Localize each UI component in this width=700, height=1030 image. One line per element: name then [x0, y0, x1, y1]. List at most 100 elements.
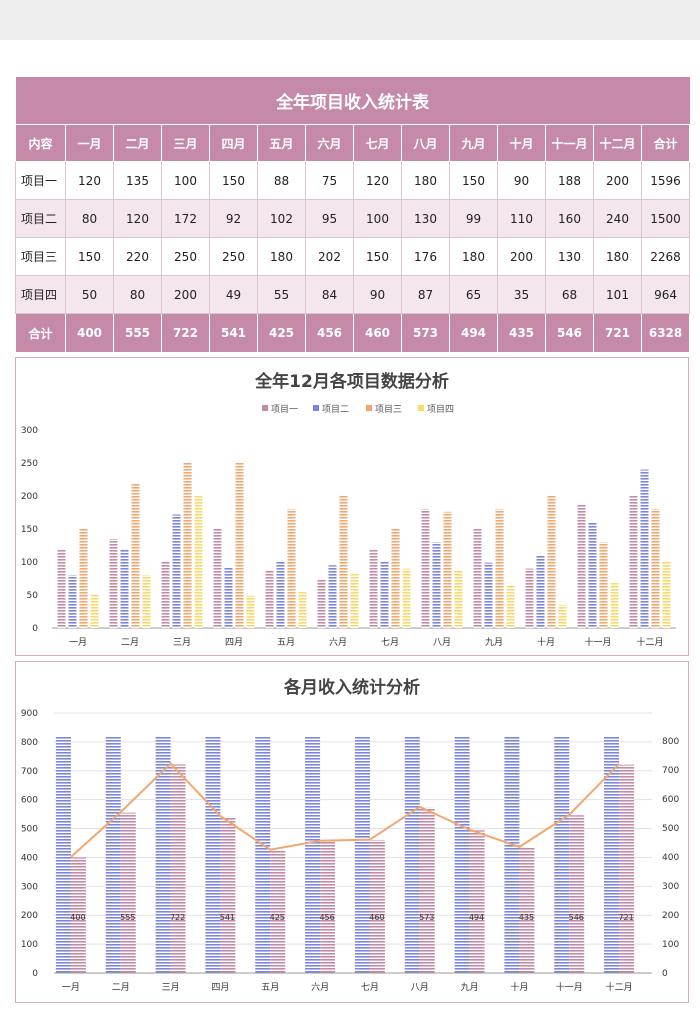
bar — [577, 503, 586, 628]
total-cell: 541 — [209, 313, 258, 353]
bar — [120, 548, 129, 628]
table-cell: 150 — [353, 237, 402, 276]
table-cell: 90 — [497, 161, 546, 200]
total-cell: 435 — [497, 313, 546, 353]
total-cell: 546 — [545, 313, 594, 353]
table-cell: 100 — [353, 199, 402, 238]
bar — [604, 736, 620, 973]
bar — [506, 585, 515, 628]
bar — [276, 560, 285, 628]
x-tick-label: 一月 — [62, 982, 80, 993]
bar — [183, 463, 192, 628]
bar — [320, 841, 336, 973]
y-tick-label: 400 — [21, 853, 38, 863]
table-header-row: 内容 一月 二月 三月 四月 五月 六月 七月 八月 九月 十月 十一月 十二月 合计 — [15, 124, 691, 162]
y2-tick-label: 400 — [662, 853, 679, 863]
bar — [235, 463, 244, 628]
y-tick-label: 0 — [32, 969, 38, 979]
bar — [554, 736, 570, 973]
bar — [380, 562, 389, 628]
bar — [224, 567, 233, 628]
x-tick-label: 十一月 — [584, 636, 611, 648]
bar — [519, 847, 535, 973]
x-tick-label: 十一月 — [556, 981, 583, 993]
x-tick-label: 六月 — [311, 981, 329, 993]
y2-tick-label: 700 — [662, 766, 679, 776]
data-label: 721 — [618, 913, 633, 922]
table-cell: 101 — [593, 275, 642, 314]
bar — [640, 469, 649, 628]
total-cell: 6328 — [640, 313, 691, 353]
bar — [55, 736, 71, 973]
data-label: 425 — [270, 913, 285, 922]
bar — [610, 583, 619, 628]
data-label: 460 — [369, 913, 384, 922]
table-row: 项目三 150 220 250 250 180 202 150 176 180 200 130 180 2… — [15, 237, 691, 276]
x-tick-label: 十二月 — [606, 981, 633, 993]
chart-title: 各月收入统计分析 — [283, 677, 420, 698]
bar — [270, 850, 286, 973]
bar — [473, 529, 482, 628]
header-cell: 六月 — [305, 124, 354, 162]
bar — [265, 569, 274, 628]
bar — [443, 511, 452, 628]
table-cell: 49 — [209, 275, 258, 314]
bar — [328, 565, 337, 628]
table-cell: 88 — [257, 161, 306, 200]
bar — [454, 570, 463, 628]
header-cell: 五月 — [257, 124, 306, 162]
header-cell: 三月 — [161, 124, 210, 162]
x-tick-label: 九月 — [485, 637, 503, 648]
total-cell: 456 — [305, 313, 354, 353]
x-tick-label: 七月 — [381, 637, 399, 648]
table-cell: 160 — [545, 199, 594, 238]
y-tick-label: 200 — [21, 492, 38, 502]
total-cell: 555 — [113, 313, 162, 353]
x-tick-label: 一月 — [69, 637, 87, 648]
bar — [70, 857, 86, 973]
monthly-income-chart: 各月收入统计分析 0 100 200 300 400 500 600 700 800 900 0 100… — [21, 677, 680, 993]
y2-tick-label: 600 — [662, 795, 679, 805]
bar — [432, 542, 441, 628]
y-tick-label: 100 — [21, 940, 38, 950]
table-cell: 68 — [545, 275, 594, 314]
total-label: 合计 — [15, 313, 66, 353]
x-tick-label: 五月 — [277, 637, 295, 648]
data-label: 435 — [519, 913, 534, 922]
data-label: 546 — [569, 913, 584, 922]
table-cell: 180 — [401, 161, 450, 200]
data-label: 541 — [220, 913, 235, 922]
bar — [205, 736, 221, 973]
header-cell: 七月 — [353, 124, 402, 162]
y-tick-label: 600 — [21, 796, 38, 806]
bar — [569, 815, 585, 973]
data-label: 722 — [170, 913, 185, 922]
x-tick-label: 六月 — [329, 636, 347, 648]
table-cell: 65 — [449, 275, 498, 314]
row-label: 项目四 — [15, 275, 66, 314]
header-cell: 十月 — [497, 124, 546, 162]
table-cell: 80 — [65, 199, 114, 238]
bar — [354, 736, 370, 973]
x-tick-label: 十月 — [537, 636, 555, 648]
bar — [105, 736, 121, 973]
table-cell: 99 — [449, 199, 498, 238]
table-cell: 1596 — [640, 161, 691, 200]
table-cell: 202 — [305, 237, 354, 276]
header-cell: 九月 — [449, 124, 498, 162]
data-label: 573 — [419, 913, 434, 922]
table-cell: 200 — [593, 161, 642, 200]
header-cell: 二月 — [113, 124, 162, 162]
bar — [213, 529, 222, 628]
bar — [220, 816, 236, 973]
bar — [120, 812, 136, 973]
bar — [629, 496, 638, 628]
bar — [57, 548, 66, 628]
table-cell: 176 — [401, 237, 450, 276]
table-cell: 135 — [113, 161, 162, 200]
bar — [525, 568, 534, 628]
total-cell: 721 — [593, 313, 642, 353]
table-cell: 75 — [305, 161, 354, 200]
y-tick-label: 100 — [21, 558, 38, 568]
